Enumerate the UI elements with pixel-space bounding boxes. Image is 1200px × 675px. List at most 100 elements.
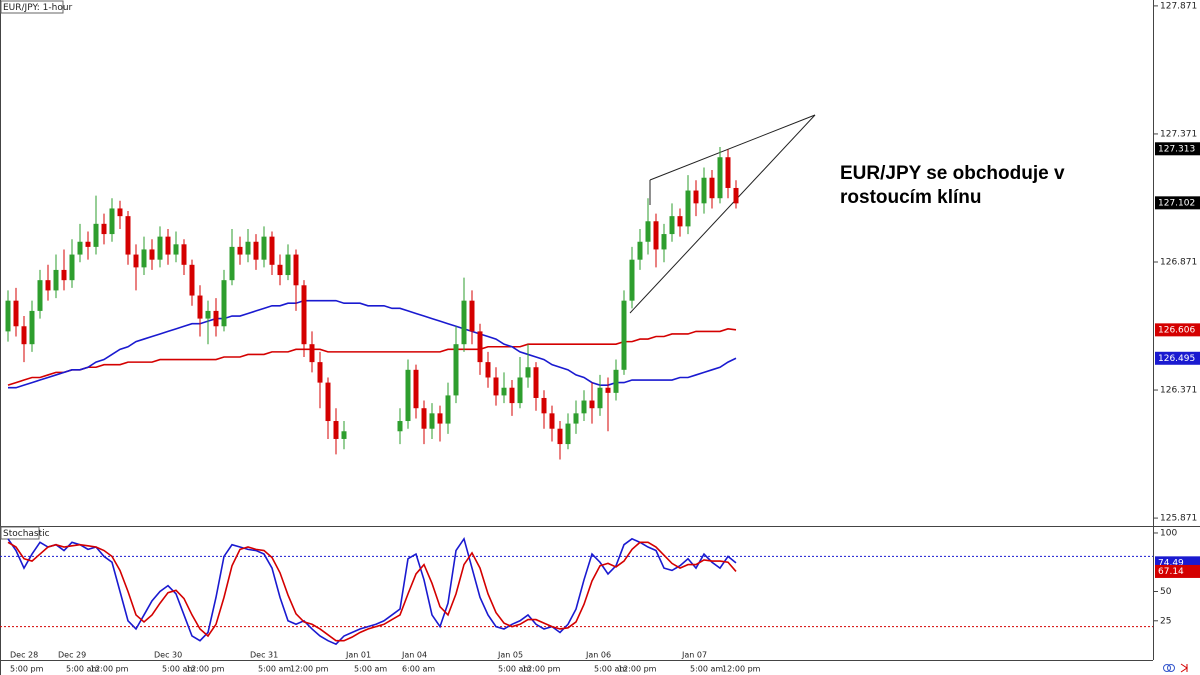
candle-body — [693, 190, 699, 204]
candle-body — [125, 216, 131, 255]
annotation: EUR/JPY se obchoduje v rostoucím klínu — [840, 163, 1065, 208]
x-tick-label: 5:00 pm — [10, 665, 44, 674]
y-tick-label: 25 — [1160, 616, 1171, 626]
x-tick-label: 5:00 am — [498, 665, 531, 674]
candle-body — [269, 236, 275, 265]
toolbar-icons[interactable] — [1163, 663, 1188, 673]
price-tag-label: 126.606 — [1158, 325, 1195, 335]
candle-body — [509, 387, 515, 404]
candle-body — [317, 362, 323, 383]
candle-body — [549, 413, 555, 429]
wedge-upper-line — [649, 114, 816, 181]
candle-body — [213, 310, 219, 327]
y-tick-label: 126.871 — [1160, 257, 1197, 267]
candle-body — [597, 387, 603, 409]
candle-body — [53, 269, 59, 291]
y-tick-label: 127.371 — [1160, 129, 1197, 139]
candle-body — [725, 157, 731, 188]
y-tick-label: 127.871 — [1160, 1, 1197, 11]
candle-body — [253, 241, 259, 260]
wedge-lower-line — [629, 114, 816, 314]
candle-body — [453, 344, 459, 396]
candle-body — [661, 234, 667, 250]
wedge — [629, 114, 816, 314]
indicator-title: Stochastic — [3, 529, 50, 539]
x-date-label: Jan 04 — [401, 651, 427, 660]
candle-body — [157, 236, 163, 260]
candle-body — [5, 300, 11, 332]
candle-body — [541, 397, 547, 414]
candle-body — [229, 246, 235, 281]
x-date-label: Jan 06 — [585, 651, 611, 660]
candle-body — [61, 269, 67, 281]
candle-body — [133, 254, 139, 268]
candle-body — [637, 241, 643, 260]
price-tag-label: 126.495 — [1158, 354, 1195, 364]
candle-body — [421, 408, 427, 429]
candle-body — [525, 367, 531, 378]
x-tick-label: 12:00 pm — [722, 665, 761, 674]
candle-body — [29, 310, 35, 345]
candle-body — [717, 157, 723, 199]
candle-body — [733, 187, 739, 204]
x-date-label: Dec 29 — [58, 651, 86, 660]
x-tick-label: 5:00 am — [258, 665, 291, 674]
candle-body — [645, 221, 651, 242]
price-tag-label: 74.49 — [1158, 558, 1184, 568]
candle-body — [117, 208, 123, 217]
candle-body — [501, 387, 507, 396]
candle-body — [629, 259, 635, 301]
price-tag-label: 127.313 — [1158, 144, 1195, 154]
candle-body — [557, 428, 563, 445]
candle-body — [237, 246, 243, 255]
candle-body — [85, 241, 91, 247]
candle-body — [149, 249, 155, 260]
price-tag-label: 67.14 — [1158, 567, 1184, 577]
x-date-label: Jan 07 — [681, 651, 707, 660]
x-date-label: Dec 31 — [250, 651, 278, 660]
indicator-line — [7, 328, 737, 386]
candle-body — [37, 280, 43, 311]
y-tick-label: 50 — [1160, 587, 1172, 597]
candle-body — [413, 369, 419, 409]
link-icon[interactable] — [1163, 664, 1171, 672]
candle-body — [405, 369, 411, 422]
candle-body — [285, 254, 291, 276]
x-date-label: Jan 01 — [345, 651, 371, 660]
candle-body — [685, 190, 691, 227]
candle-body — [293, 254, 299, 286]
x-tick-label: 12:00 pm — [522, 665, 561, 674]
candle-body — [109, 208, 115, 235]
candle-body — [493, 377, 499, 396]
price-tag — [1155, 142, 1200, 156]
candle-body — [485, 362, 491, 378]
candle-body — [461, 300, 467, 345]
candle-body — [245, 241, 251, 255]
x-date-label: Jan 05 — [497, 651, 523, 660]
x-tick-label: 5:00 am — [690, 665, 723, 674]
candle-body — [173, 244, 179, 255]
candle-body — [333, 421, 339, 439]
candle-body — [677, 216, 683, 227]
indicator-title-box — [0, 526, 40, 540]
y-tick-label: 126.371 — [1160, 386, 1197, 396]
candle-body — [205, 310, 211, 319]
candle-body — [301, 285, 307, 345]
candle-body — [341, 431, 347, 439]
x-tick-label: 6:00 am — [402, 665, 435, 674]
candle-body — [605, 387, 611, 393]
link-icon[interactable] — [1167, 664, 1175, 672]
x-date-label: Dec 30 — [154, 651, 182, 660]
x-tick-label: 5:00 am — [66, 665, 99, 674]
candle-body — [165, 236, 171, 255]
chart-title: EUR/JPY: 1-hour — [3, 3, 73, 13]
candle-body — [325, 382, 331, 422]
candle-body — [653, 221, 659, 250]
candle-body — [469, 300, 475, 332]
candle-body — [581, 400, 587, 414]
price-tag — [1155, 351, 1200, 365]
go-to-end-icon[interactable] — [1180, 663, 1188, 673]
